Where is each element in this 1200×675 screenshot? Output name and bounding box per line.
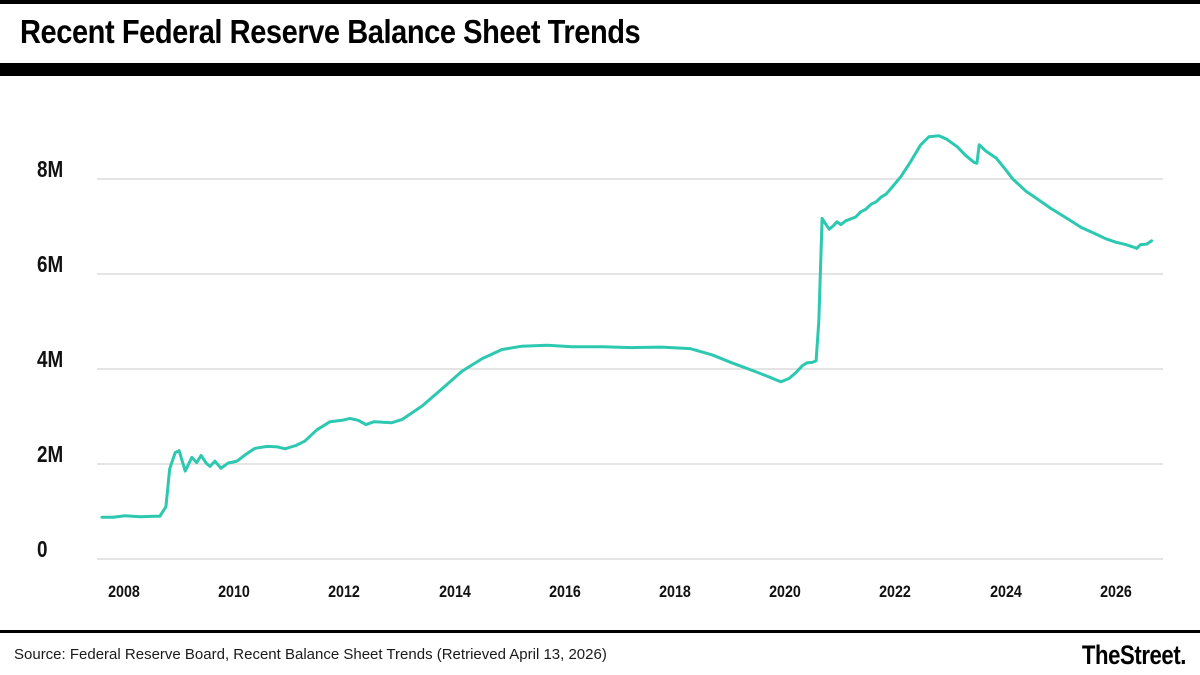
y-axis-label: 8M (37, 156, 64, 182)
footer-rule (0, 630, 1200, 633)
x-axis-label: 2016 (548, 582, 581, 601)
x-axis-label: 2018 (659, 582, 691, 601)
thestreet-logo: TheStreet. (1081, 640, 1187, 670)
y-axis-label: 4M (37, 346, 64, 372)
x-axis-label: 2026 (1099, 582, 1132, 601)
y-axis-label: 0 (37, 536, 48, 562)
y-axis-label: 2M (37, 441, 64, 467)
x-axis-label: 2022 (879, 582, 912, 601)
y-axis-label: 6M (37, 251, 64, 277)
x-axis-label: 2024 (989, 582, 1022, 601)
series-line (100, 134, 1154, 519)
top-accent-bar (0, 0, 1200, 4)
x-axis-label: 2010 (218, 582, 251, 601)
x-axis-label: 2020 (769, 582, 802, 601)
gridlines (97, 178, 1163, 560)
chart-title: Recent Federal Reserve Balance Sheet Tre… (20, 13, 641, 50)
source-attribution: Source: Federal Reserve Board, Recent Ba… (14, 646, 607, 663)
series-line-group (100, 134, 1154, 519)
x-axis-label: 2012 (328, 582, 361, 601)
x-axis-label: 2014 (438, 582, 471, 601)
x-axis-label: 2008 (108, 582, 140, 601)
title-divider-bar (0, 63, 1200, 76)
